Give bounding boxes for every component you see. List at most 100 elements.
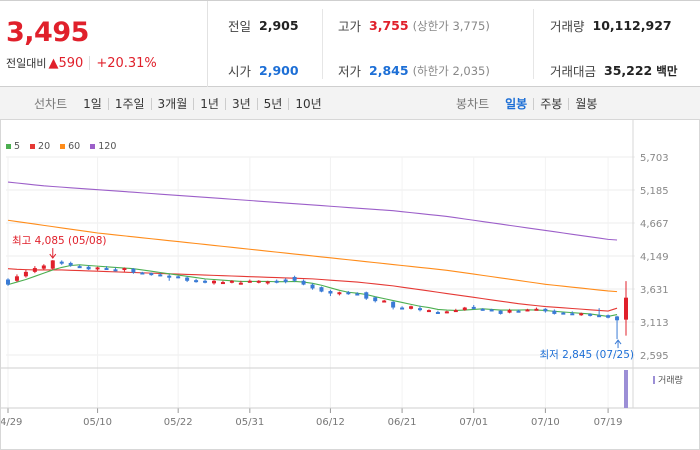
period-1d[interactable]: 1일 <box>77 97 109 110</box>
trade-value-stat: 거래대금 35,222 백만 <box>550 61 677 80</box>
change-label: 전일대비 <box>6 57 47 70</box>
legend-ma120: 120 <box>90 141 116 152</box>
candle-body <box>462 307 467 311</box>
price-change-row: 전일대비 ▲ 590 +20.31% <box>6 55 157 71</box>
candle-monthly[interactable]: 월봉 <box>575 96 598 111</box>
candle-body <box>176 276 181 279</box>
candle-body <box>194 280 199 283</box>
candle-body <box>41 265 46 269</box>
period-10y[interactable]: 10년 <box>295 96 322 111</box>
y-tick-label: 4,149 <box>640 252 669 263</box>
y-tick-label: 2,595 <box>640 351 669 362</box>
high-label: 고가 <box>338 19 362 34</box>
high-arrow-head <box>49 253 57 259</box>
candle-body <box>382 300 387 303</box>
divider <box>89 56 91 70</box>
period-3y[interactable]: 3년 <box>226 97 258 110</box>
low-arrow-head <box>614 339 622 345</box>
ma120-line <box>7 181 618 241</box>
candle-body <box>615 316 620 321</box>
open-stat: 시가 2,900 <box>228 61 299 80</box>
candle-body <box>597 315 602 318</box>
candle-body <box>23 271 28 277</box>
candle-body <box>444 311 449 314</box>
volume-legend-swatch <box>653 376 655 384</box>
legend-swatch <box>90 144 96 149</box>
candle-body <box>167 275 172 278</box>
volume-bar <box>624 370 628 408</box>
candle-body <box>229 280 234 283</box>
period-3m[interactable]: 3개월 <box>152 97 195 110</box>
candle-body <box>507 310 512 313</box>
volume-value: 10,112,927 <box>592 18 672 33</box>
candle-body <box>435 311 440 314</box>
candle-body <box>274 280 279 283</box>
high-stat: 고가 3,755 (상한가 3,775) <box>338 16 490 35</box>
open-label: 시가 <box>228 64 252 79</box>
x-tick-label: 04/29 <box>0 417 22 428</box>
candle-body <box>158 274 163 277</box>
upper-limit: (상한가 3,775) <box>412 18 490 33</box>
period-1y[interactable]: 1년 <box>194 97 226 110</box>
line-chart-periods: 선차트 1일 1주일 3개월 1년 3년 5년 10년 <box>34 87 328 120</box>
x-tick-label: 05/10 <box>83 417 112 428</box>
low-annotation-label: 최저 2,845 (07/25) <box>539 349 634 361</box>
candle-body <box>552 310 557 314</box>
ma-legend: 5 20 60 120 <box>6 141 116 152</box>
candle-body <box>328 290 333 294</box>
period-5y[interactable]: 5년 <box>258 97 290 110</box>
x-tick-label: 07/19 <box>594 417 623 428</box>
candle-body <box>247 280 252 283</box>
candle-body <box>113 269 118 272</box>
candle-body <box>391 301 396 308</box>
candle-body <box>426 310 431 313</box>
candle-body <box>453 310 458 313</box>
candle-body <box>561 312 566 315</box>
candle-body <box>319 287 324 292</box>
candle-body <box>570 313 575 316</box>
candle-body <box>203 280 208 283</box>
candle-chart-periods: 봉차트 일봉 주봉 월봉 <box>456 87 603 120</box>
price-summary: 3,495 전일대비 ▲ 590 +20.31% 전일 2,905 시가 2,9… <box>0 0 700 87</box>
candle-body <box>346 292 351 295</box>
candle-body <box>149 273 154 276</box>
candle-body <box>256 280 261 283</box>
x-tick-label: 07/01 <box>459 417 488 428</box>
candle-body <box>471 306 476 309</box>
x-tick-label: 05/22 <box>164 417 193 428</box>
chart-toolbar: 선차트 1일 1주일 3개월 1년 3년 5년 10년 봉차트 일봉 주봉 월봉 <box>0 87 700 120</box>
legend-swatch <box>60 144 66 149</box>
legend-ma60: 60 <box>60 141 80 152</box>
low-stat: 저가 2,845 (하한가 2,035) <box>338 61 490 80</box>
candle-body <box>606 315 611 318</box>
candle-weekly[interactable]: 주봉 <box>534 97 570 110</box>
x-tick-label: 05/31 <box>235 417 264 428</box>
candle-body <box>373 297 378 302</box>
candle-daily[interactable]: 일봉 <box>499 97 535 110</box>
y-tick-label: 5,703 <box>640 153 669 164</box>
prev-close-value: 2,905 <box>259 18 299 33</box>
line-chart-label: 선차트 <box>34 97 68 111</box>
legend-swatch <box>6 144 11 149</box>
candle-body <box>525 309 530 312</box>
candle-body <box>185 277 190 281</box>
candle-body <box>489 309 494 312</box>
candle-body <box>104 268 109 271</box>
candle-body <box>131 268 136 273</box>
low-value: 2,845 <box>369 63 409 78</box>
x-tick-label: 06/21 <box>388 417 417 428</box>
period-1w[interactable]: 1주일 <box>109 97 152 110</box>
y-tick-label: 3,631 <box>640 285 669 296</box>
change-percent: +20.31% <box>96 55 157 71</box>
trade-value-label: 거래대금 <box>550 64 597 79</box>
candle-body <box>498 310 503 314</box>
prev-close-label: 전일 <box>228 19 252 34</box>
y-tick-label: 4,667 <box>640 219 669 230</box>
candle-body <box>480 308 485 311</box>
candle-body <box>77 266 82 269</box>
candle-body <box>86 266 91 270</box>
candle-body <box>220 282 225 285</box>
prev-close-stat: 전일 2,905 <box>228 16 299 35</box>
candle-body <box>59 261 64 264</box>
candle-body <box>14 276 19 281</box>
